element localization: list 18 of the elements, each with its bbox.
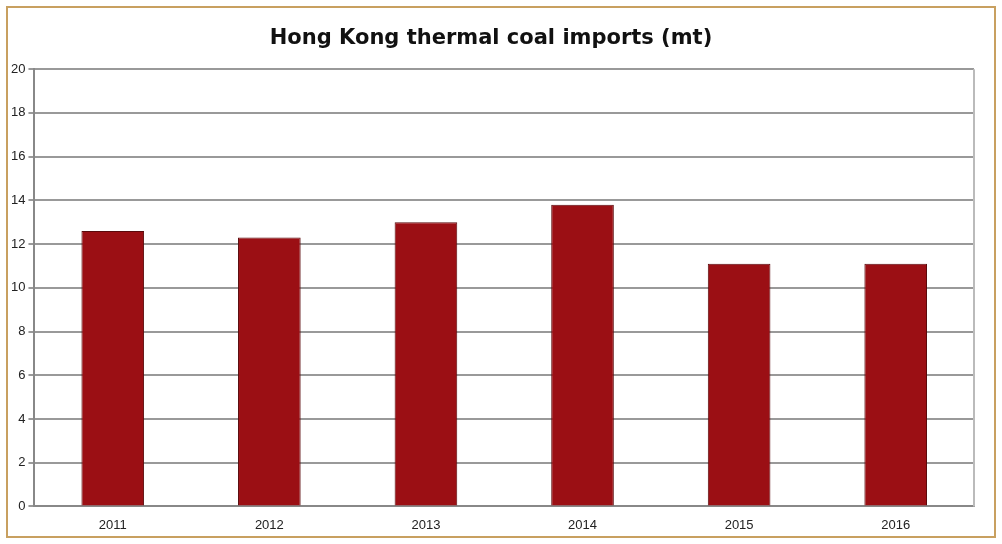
y-tick-label: 16: [10, 148, 26, 164]
y-tick-label: 6: [18, 366, 26, 382]
chart-title: Hong Kong thermal coal imports (mt): [269, 25, 713, 50]
y-tick-label: 14: [10, 191, 26, 207]
y-tick-label: 2: [18, 454, 26, 470]
x-tick-label: 2013: [411, 516, 441, 532]
x-tick-label: 2016: [881, 516, 911, 532]
y-tick-label: 0: [18, 497, 26, 513]
y-tick-label: 18: [10, 104, 26, 120]
y-tick-label: 8: [18, 323, 26, 339]
x-tick-label: 2011: [98, 516, 127, 532]
y-tick-label: 10: [10, 279, 26, 295]
x-tick-label: 2014: [568, 516, 597, 532]
x-tick-label: 2012: [254, 516, 284, 532]
y-tick-label: 20: [10, 60, 26, 76]
y-tick-label: 12: [10, 235, 26, 251]
x-tick-label: 2015: [724, 516, 754, 532]
y-tick-label: 4: [18, 410, 26, 426]
